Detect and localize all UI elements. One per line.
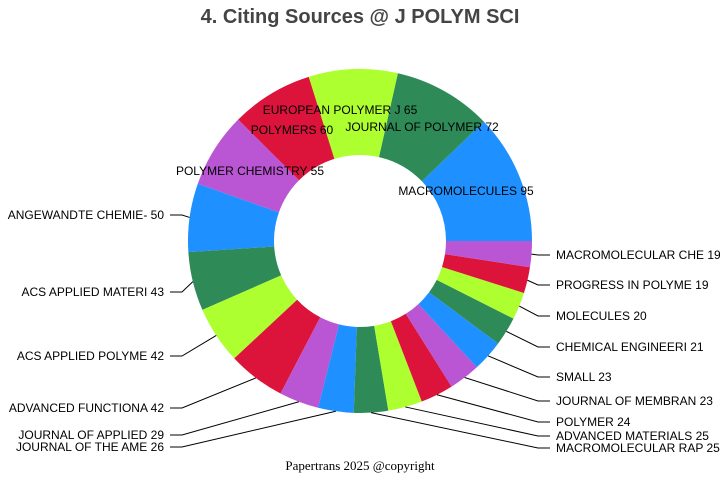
slice-advanced-materials — [374, 321, 422, 411]
slice-european-polymer-j — [308, 69, 398, 159]
slice-macromolecules — [421, 121, 532, 241]
leader-line — [170, 410, 336, 448]
slice-journal-of-membran — [405, 304, 477, 387]
slice-macromolecular-rap — [353, 325, 389, 413]
slice-label: JOURNAL OF APPLIED 29 — [18, 428, 164, 442]
leader-line — [405, 406, 550, 437]
leader-line — [464, 377, 550, 402]
slice-journal-of-applied — [280, 317, 340, 408]
leader-line — [170, 281, 194, 293]
slice-label: JOURNAL OF POLYMER 72 — [345, 120, 499, 134]
slice-angewandte-chemie- — [187, 183, 279, 253]
slice-chemical-engineeri — [429, 279, 514, 344]
slice-macromolecular-che — [444, 241, 532, 268]
leader-line — [170, 401, 299, 436]
slice-label: PROGRESS IN POLYME 19 — [556, 278, 709, 292]
leader-line — [371, 412, 550, 449]
slice-journal-of-polymer — [378, 73, 484, 182]
slice-label: MACROMOLECULAR CHE 19 — [556, 248, 720, 262]
slice-label: ADVANCED MATERIALS 25 — [556, 429, 709, 443]
slice-label: JOURNAL OF MEMBRAN 23 — [556, 394, 713, 408]
slice-label: MACROMOLECULAR RAP 25 — [556, 441, 720, 455]
leader-line — [170, 214, 190, 218]
slice-advanced-functiona — [234, 299, 321, 394]
slice-label: ACS APPLIED MATERI 43 — [22, 285, 165, 299]
slice-polymer — [390, 313, 452, 402]
slice-label: ANGEWANDTE CHEMIE- 50 — [8, 208, 165, 222]
slice-molecules — [436, 266, 524, 319]
leader-line — [506, 330, 550, 348]
slice-label: ADVANCED FUNCTIONA 42 — [9, 401, 164, 415]
slice-label: JOURNAL OF THE AME 26 — [16, 440, 164, 454]
slice-polymer-chemistry — [197, 119, 300, 213]
leader-line — [487, 355, 550, 378]
leader-line — [170, 377, 257, 409]
leader-line — [527, 279, 550, 286]
slice-progress-in-polyme — [441, 254, 530, 293]
slice-label: POLYMERS 60 — [251, 123, 334, 137]
slice-label: MACROMOLECULES 95 — [398, 184, 534, 198]
copyright-footer: Papertrans 2025 @copyright — [285, 458, 435, 473]
slice-label: POLYMER 24 — [556, 415, 631, 429]
slice-acs-applied-materi — [188, 246, 282, 310]
slice-label: POLYMER CHEMISTRY 55 — [176, 164, 324, 178]
leader-line — [436, 394, 550, 423]
chart-title: 4. Citing Sources @ J POLYM SCI — [200, 6, 520, 28]
slice-label: ACS APPLIED POLYME 42 — [17, 349, 165, 363]
slice-label: CHEMICAL ENGINEERI 21 — [556, 340, 704, 354]
slice-small — [418, 292, 499, 368]
slice-label: EUROPEAN POLYMER J 65 — [263, 103, 418, 117]
slice-label: MOLECULES 20 — [556, 309, 647, 323]
leader-line — [519, 305, 550, 317]
slice-label: SMALL 23 — [556, 370, 612, 384]
leader-line — [170, 335, 217, 357]
leader-line — [531, 253, 550, 256]
slice-polymers — [238, 76, 335, 181]
slice-acs-applied-polyme — [202, 275, 298, 359]
slice-journal-of-the-ame — [318, 324, 357, 413]
